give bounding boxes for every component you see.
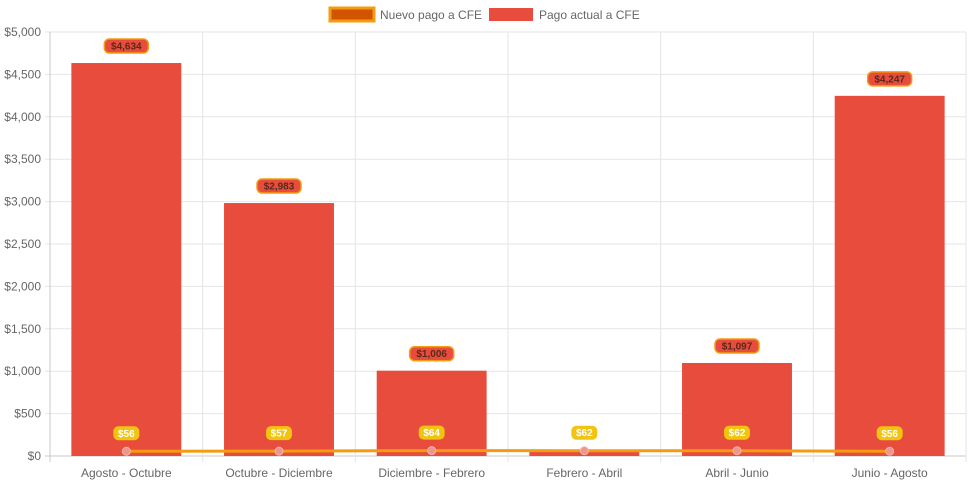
- legend-item-pago-actual[interactable]: Pago actual a CFE: [489, 8, 640, 22]
- bar[interactable]: [71, 63, 182, 456]
- data-label-badge: $56: [113, 426, 140, 441]
- y-tick-label: $2,500: [4, 237, 41, 251]
- data-label-badge: $56: [876, 426, 903, 441]
- grid: [45, 31, 967, 462]
- data-label: $62: [576, 428, 593, 439]
- line-point[interactable]: [274, 446, 284, 456]
- bar[interactable]: [834, 95, 945, 456]
- bar[interactable]: [224, 203, 334, 456]
- y-axis: $0 $500 $1,000 $1,500 $2,000 $2,500 $3,000 $3,5…: [4, 25, 41, 463]
- data-label-bg: [866, 71, 913, 87]
- data-label-bg: [256, 178, 302, 194]
- line-labels: $56 $57 $64 $62 $62 $56: [113, 425, 903, 441]
- y-tick-label: $0: [28, 449, 42, 463]
- data-label-bg: [714, 338, 760, 354]
- x-tick-label: Abril - Junio: [705, 466, 769, 480]
- data-label: $1,006: [416, 349, 447, 360]
- x-tick-label: Junio - Agosto: [852, 466, 928, 480]
- line-point[interactable]: [579, 446, 589, 456]
- legend-label-nuevo-pago: Nuevo pago a CFE: [380, 8, 482, 22]
- data-label-bg: [266, 426, 292, 441]
- data-label: $56: [118, 429, 135, 440]
- line-layer: [121, 446, 895, 456]
- data-label-bg: [103, 38, 150, 54]
- legend-swatch-nuevo-pago: [328, 6, 376, 23]
- data-label: $2,983: [264, 182, 295, 193]
- data-label-badge: $2,983: [256, 178, 302, 194]
- y-tick-label: $1,500: [4, 322, 41, 336]
- bar[interactable]: [376, 370, 487, 456]
- y-tick-label: $500: [14, 407, 41, 421]
- legend-swatch-pago-actual: [489, 8, 533, 21]
- data-label-badge: $64: [418, 425, 445, 440]
- y-tick-label: $4,000: [4, 110, 41, 124]
- y-tick-label: $3,000: [4, 195, 41, 209]
- data-label-bg: [571, 425, 598, 440]
- data-label-bg: [418, 425, 445, 440]
- data-label: $56: [881, 429, 898, 440]
- data-label-badge: $4,247: [866, 71, 913, 87]
- y-tick-label: $2,000: [4, 279, 41, 293]
- data-label: $1,097: [722, 341, 753, 352]
- data-label-badge: $1,097: [714, 338, 760, 354]
- data-label-badge: $1,006: [408, 345, 455, 362]
- x-tick-label: Febrero - Abril: [546, 466, 622, 480]
- data-label-badge: $62: [724, 425, 750, 440]
- data-label: $62: [729, 428, 746, 439]
- line-point[interactable]: [885, 446, 895, 456]
- legend-label-pago-actual: Pago actual a CFE: [539, 8, 640, 22]
- data-label-bg: [724, 425, 750, 440]
- bar-labels: $4,634 $2,983 $1,006 $1,097 $4,247: [103, 38, 913, 362]
- line-point[interactable]: [121, 446, 131, 456]
- data-label: $64: [423, 428, 440, 439]
- series-line: [126, 449, 890, 453]
- data-label-bg: [876, 426, 903, 441]
- data-label: $4,247: [874, 74, 905, 85]
- data-label-bg: [113, 426, 140, 441]
- data-label-badge: $57: [266, 426, 292, 441]
- legend-item-nuevo-pago[interactable]: Nuevo pago a CFE: [328, 6, 482, 23]
- y-tick-label: $4,500: [4, 67, 41, 81]
- x-tick-label: Octubre - Diciembre: [225, 466, 333, 480]
- y-tick-label: $3,500: [4, 152, 41, 166]
- line-point[interactable]: [732, 446, 742, 456]
- x-axis: Agosto - Octubre Octubre - Diciembre Dicie…: [81, 466, 928, 480]
- legend: Nuevo pago a CFE Pago actual a CFE: [328, 6, 640, 23]
- bars: [71, 63, 945, 456]
- data-label: $4,634: [111, 42, 142, 53]
- x-tick-label: Diciembre - Febrero: [378, 466, 485, 480]
- data-label-bg: [408, 345, 455, 362]
- y-tick-label: $1,000: [4, 364, 41, 378]
- line-point[interactable]: [427, 446, 437, 456]
- x-tick-label: Agosto - Octubre: [81, 466, 172, 480]
- data-label-badge: $4,634: [103, 38, 150, 54]
- data-label-badge: $62: [571, 425, 598, 440]
- y-tick-label: $5,000: [4, 25, 41, 39]
- bar[interactable]: [682, 362, 792, 456]
- data-label: $57: [271, 429, 288, 440]
